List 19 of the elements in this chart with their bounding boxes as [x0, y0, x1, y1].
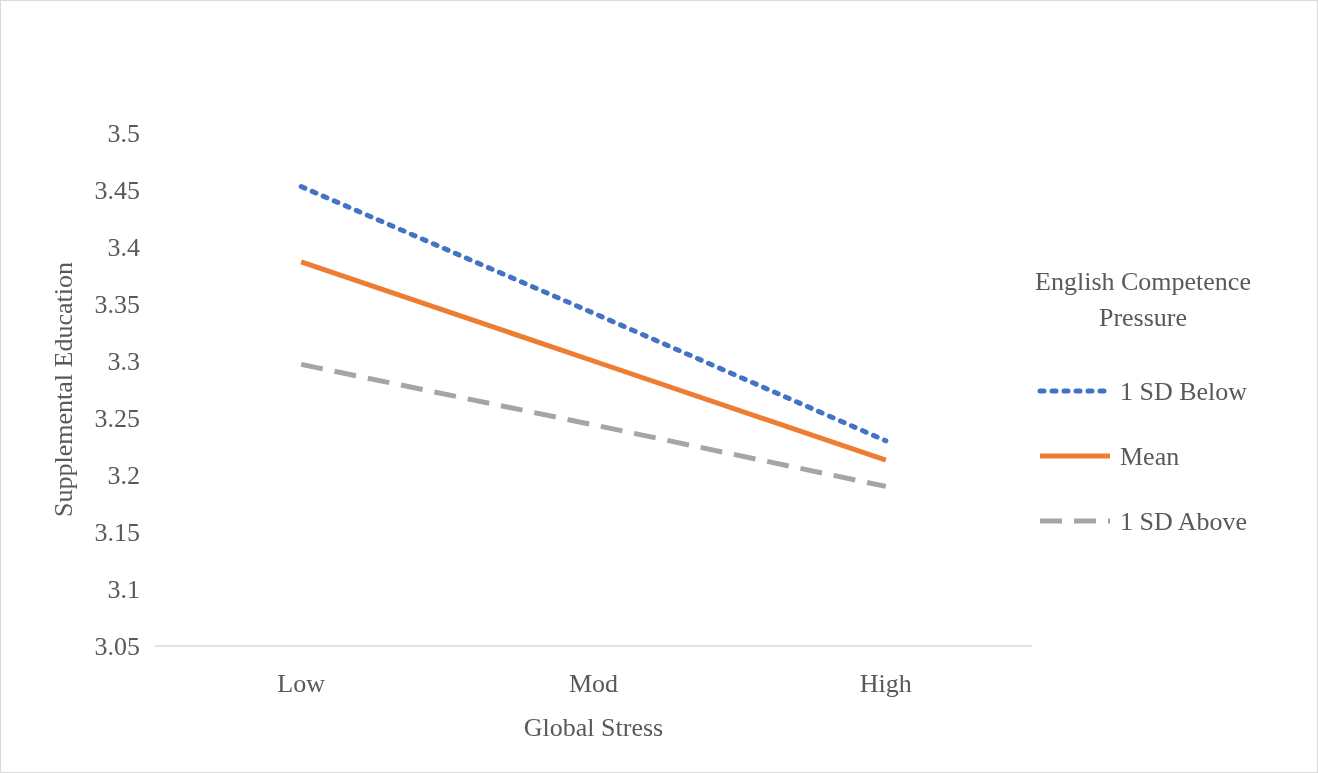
y-tick-label: 3.1 — [107, 575, 140, 605]
y-tick-label: 3.25 — [94, 404, 140, 434]
y-tick-label: 3.3 — [107, 347, 140, 377]
legend-label: 1 SD Below — [1120, 377, 1248, 407]
y-tick-label: 3.35 — [94, 290, 140, 320]
legend-label: Mean — [1120, 442, 1180, 472]
y-tick-label: 3.5 — [107, 119, 140, 149]
x-tick-label: High — [859, 669, 912, 698]
legend-label: 1 SD Above — [1120, 507, 1248, 537]
y-axis-title: Supplemental Education — [49, 262, 78, 517]
x-tick-label: Low — [277, 669, 326, 698]
legend-title: English Competence Pressure — [1035, 267, 1251, 333]
y-tick-label: 3.15 — [94, 518, 140, 548]
y-tick-label: 3.4 — [107, 233, 140, 263]
x-axis-title: Global Stress — [523, 713, 664, 742]
y-tick-label: 3.2 — [107, 461, 140, 491]
x-tick-label: Mod — [568, 669, 619, 698]
y-tick-label: 3.45 — [94, 176, 140, 206]
y-tick-label: 3.05 — [94, 632, 140, 662]
